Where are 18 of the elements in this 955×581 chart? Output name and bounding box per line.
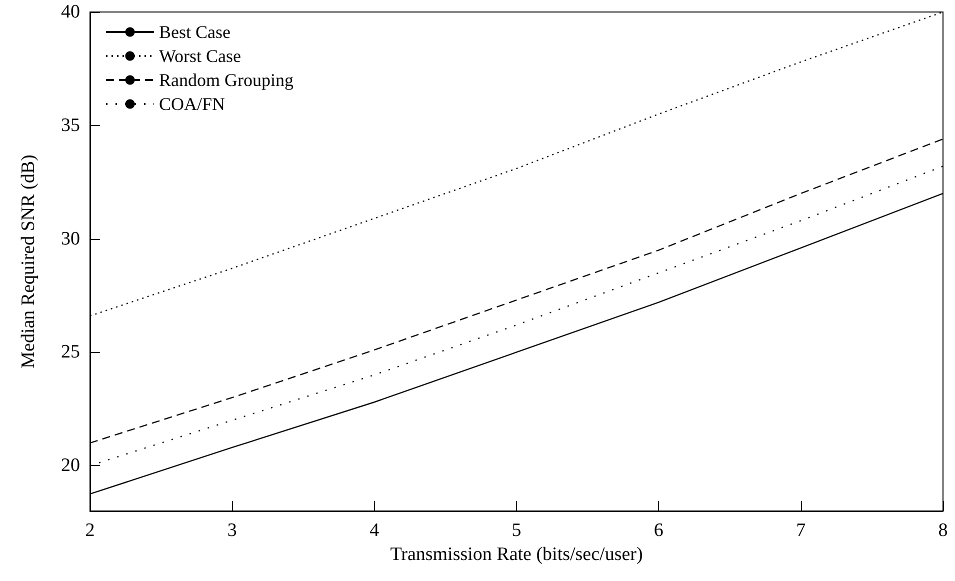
x-axis-title: Transmission Rate (bits/sec/user): [390, 544, 643, 565]
x-tick-label: 3: [227, 520, 237, 541]
x-tick-label: 7: [796, 520, 806, 541]
y-tick-label: 20: [61, 455, 80, 476]
y-tick-label: 35: [61, 114, 80, 136]
legend-label: Best Case: [159, 22, 230, 42]
y-axis-title: Median Required SNR (dB): [18, 154, 39, 368]
legend-label: COA/FN: [159, 94, 226, 114]
legend-label: Worst Case: [159, 46, 242, 66]
x-tick-label: 2: [85, 520, 95, 541]
y-tick-label: 30: [61, 228, 80, 250]
x-tick-label: 4: [370, 520, 380, 541]
x-tick-label: 8: [938, 520, 948, 541]
y-tick-label: 25: [61, 342, 80, 363]
x-tick-label: 6: [654, 520, 664, 541]
x-tick-label: 5: [512, 520, 522, 541]
y-tick-label: 40: [61, 2, 80, 22]
legend-label: Random Grouping: [159, 70, 294, 90]
